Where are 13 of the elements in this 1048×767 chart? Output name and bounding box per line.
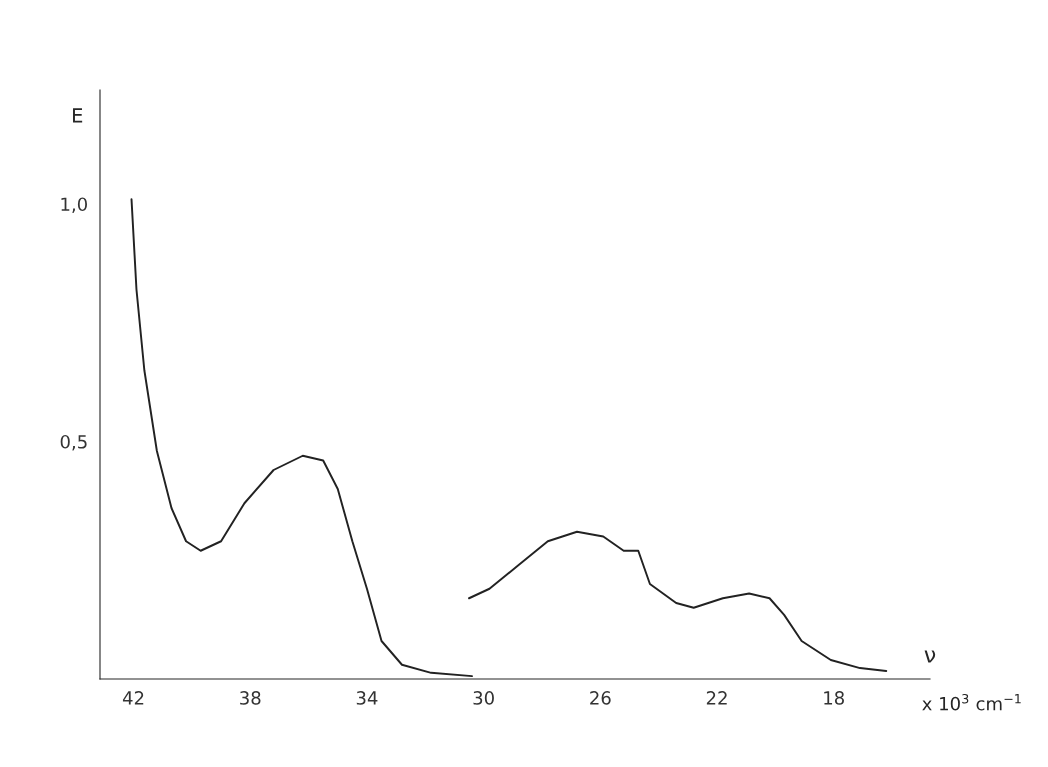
x-tick-label: 42 [122, 691, 144, 705]
x-tick-label: 34 [356, 691, 378, 705]
x-tick-label: 26 [590, 691, 611, 705]
y-axis-title: E [73, 108, 83, 123]
x-axis-title: ν [924, 650, 936, 663]
y-tick-label: 0,5 [60, 434, 87, 451]
y-tick-label: 1,0 [61, 197, 87, 213]
x-tick-label: 38 [240, 691, 261, 705]
x-tick-label: 18 [824, 691, 844, 705]
text: x 10$^{3}$ cm$^{−1}$ [922, 693, 1021, 711]
x-tick-label: 22 [706, 691, 727, 705]
line-series [468, 530, 888, 672]
x-tick-label: 30 [473, 691, 494, 705]
